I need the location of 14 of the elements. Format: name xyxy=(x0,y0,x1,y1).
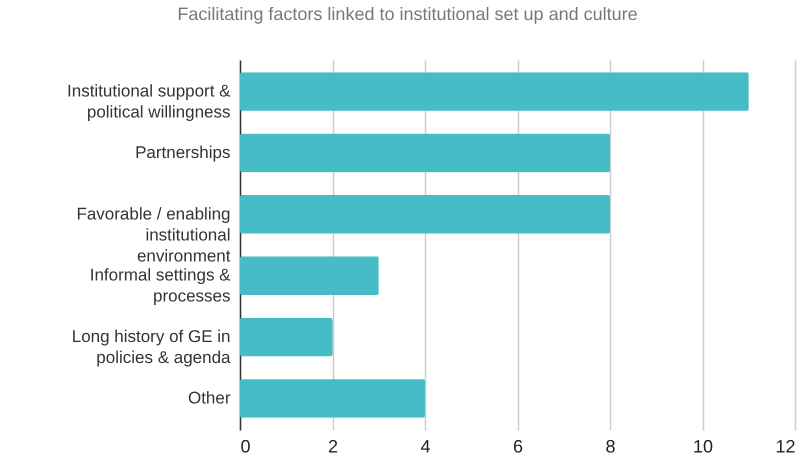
x-tick-label: 4 xyxy=(420,436,431,456)
y-tick-label: Institutional support & political willingness xyxy=(67,82,232,122)
x-tick-label: 8 xyxy=(605,436,616,456)
x-tick-label: 10 xyxy=(692,436,714,456)
y-tick-label: Long history of GE in policies & agenda xyxy=(72,327,232,368)
y-tick-label: Informal settings & processes xyxy=(90,266,232,306)
y-tick-label: Partnerships xyxy=(135,142,230,162)
chart-title: Facilitating factors linked to institutional set up and culture xyxy=(177,4,638,24)
y-tick-label: Other xyxy=(188,388,231,408)
x-tick-label: 12 xyxy=(775,436,796,456)
x-tick-label: 2 xyxy=(328,436,338,456)
x-tick-label: 6 xyxy=(512,436,524,456)
y-tick-label: Favorable / enabling institutional environment xyxy=(76,204,231,266)
x-tick-label: 0 xyxy=(240,436,251,456)
